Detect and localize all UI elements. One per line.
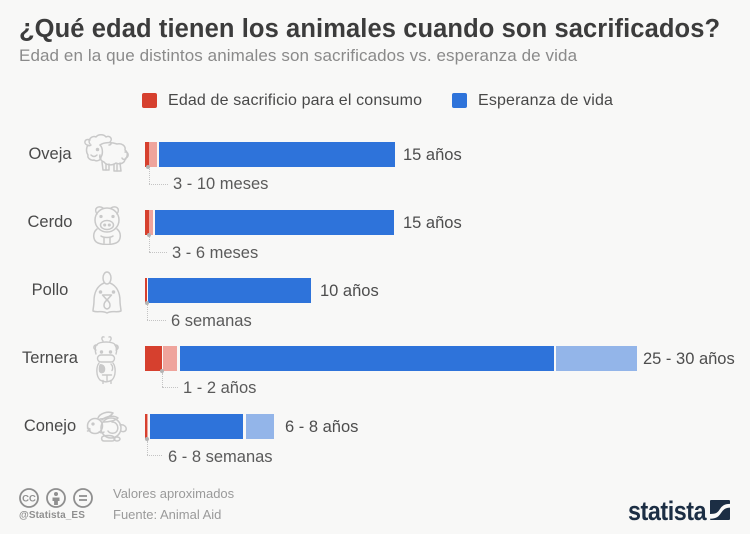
svg-text:CC: CC: [22, 494, 36, 505]
